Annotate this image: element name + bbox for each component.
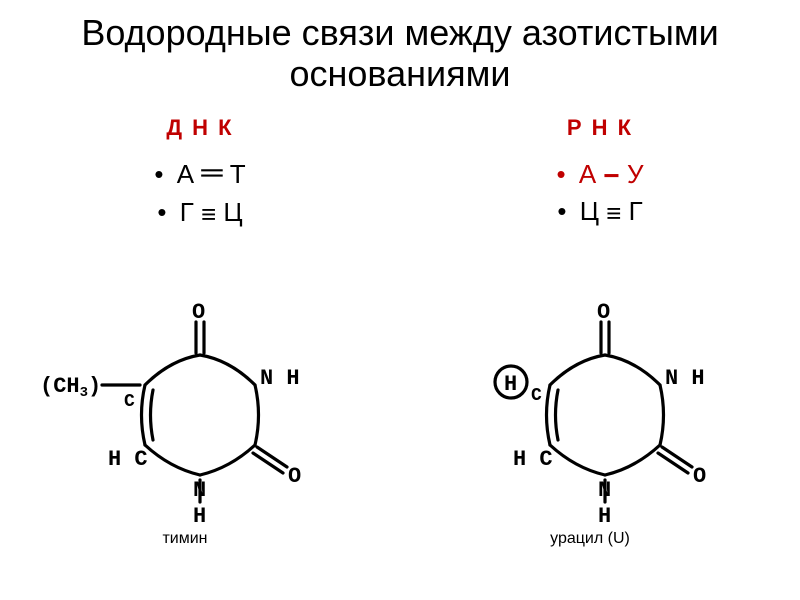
pair-a-u: • А − У (450, 159, 750, 192)
label-NH: N H (665, 366, 705, 391)
label-CH3: (CH3) (40, 374, 101, 401)
pair-right: У (627, 159, 644, 189)
thymine-label: тимин (55, 530, 315, 548)
label-N-bot: N (598, 478, 611, 503)
pair-right: Ц (223, 197, 242, 227)
bond-single: − (603, 160, 619, 192)
uracil-structure: O O H C H C N H N H (445, 300, 745, 530)
label-O-top: O (597, 300, 610, 325)
label-HC: H C (108, 447, 148, 472)
label-H-bot: H (598, 504, 611, 525)
dna-pairs: • А ═ Т • Г ≡ Ц (50, 155, 350, 234)
label-O-right: O (693, 464, 706, 489)
bond-double: ═ (201, 156, 222, 190)
label-O-right: O (288, 464, 301, 489)
label-N-bot: N (193, 478, 206, 503)
label-NH: N H (260, 366, 300, 391)
rna-pairs: • А − У • Ц ≡ Г (450, 155, 750, 233)
dna-header: Д Н К (0, 115, 400, 141)
label-HC: H C (513, 447, 553, 472)
uracil-label: урацил (U) (460, 530, 720, 548)
bullet-icon: • (557, 196, 566, 226)
pair-g-c: • Г ≡ Ц (50, 197, 350, 230)
label-H-bot: H (193, 504, 206, 525)
pair-left: А (579, 159, 596, 189)
pair-right: Г (629, 196, 643, 226)
slide-title: Водородные связи между азотистыми основа… (0, 12, 800, 95)
pair-left: Ц (580, 196, 599, 226)
bullet-icon: • (157, 197, 166, 227)
thymine-structure: O O (CH3) C H C N H N H (40, 300, 340, 530)
label-C-left: C (124, 392, 135, 412)
label-H-circled: H (504, 372, 517, 397)
pair-c-g: • Ц ≡ Г (450, 196, 750, 229)
pair-a-t: • А ═ Т (50, 159, 350, 193)
pair-right: Т (230, 159, 246, 189)
label-C-left: C (531, 386, 542, 406)
label-O-top: O (192, 300, 205, 325)
pair-left: Г (180, 197, 194, 227)
bullet-icon: • (154, 159, 163, 189)
bullet-icon: • (556, 159, 565, 189)
slide-root: Водородные связи между азотистыми основа… (0, 0, 800, 600)
pair-left: А (177, 159, 194, 189)
bond-triple: ≡ (606, 198, 621, 229)
bond-triple: ≡ (201, 199, 216, 230)
rna-header: Р Н К (400, 115, 800, 141)
